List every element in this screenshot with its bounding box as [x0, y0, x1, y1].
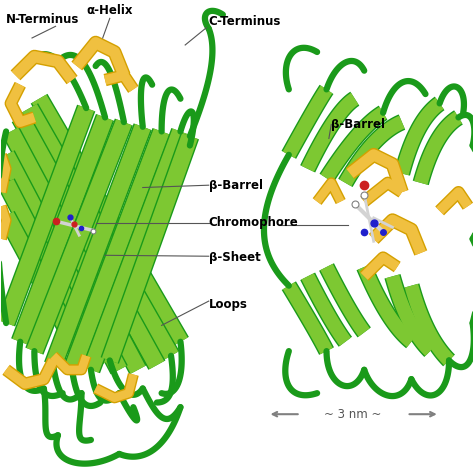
Text: N-Terminus: N-Terminus — [6, 13, 80, 26]
Text: β-Barrel: β-Barrel — [209, 179, 263, 191]
Text: Chromophore: Chromophore — [209, 216, 299, 229]
Text: α-Helix: α-Helix — [87, 4, 133, 17]
Text: β-Barrel: β-Barrel — [331, 118, 385, 131]
Text: β-Sheet: β-Sheet — [209, 251, 261, 264]
Text: Loops: Loops — [209, 298, 247, 311]
Text: ~ 3 nm ~: ~ 3 nm ~ — [324, 408, 381, 421]
Text: C-Terminus: C-Terminus — [209, 15, 281, 27]
